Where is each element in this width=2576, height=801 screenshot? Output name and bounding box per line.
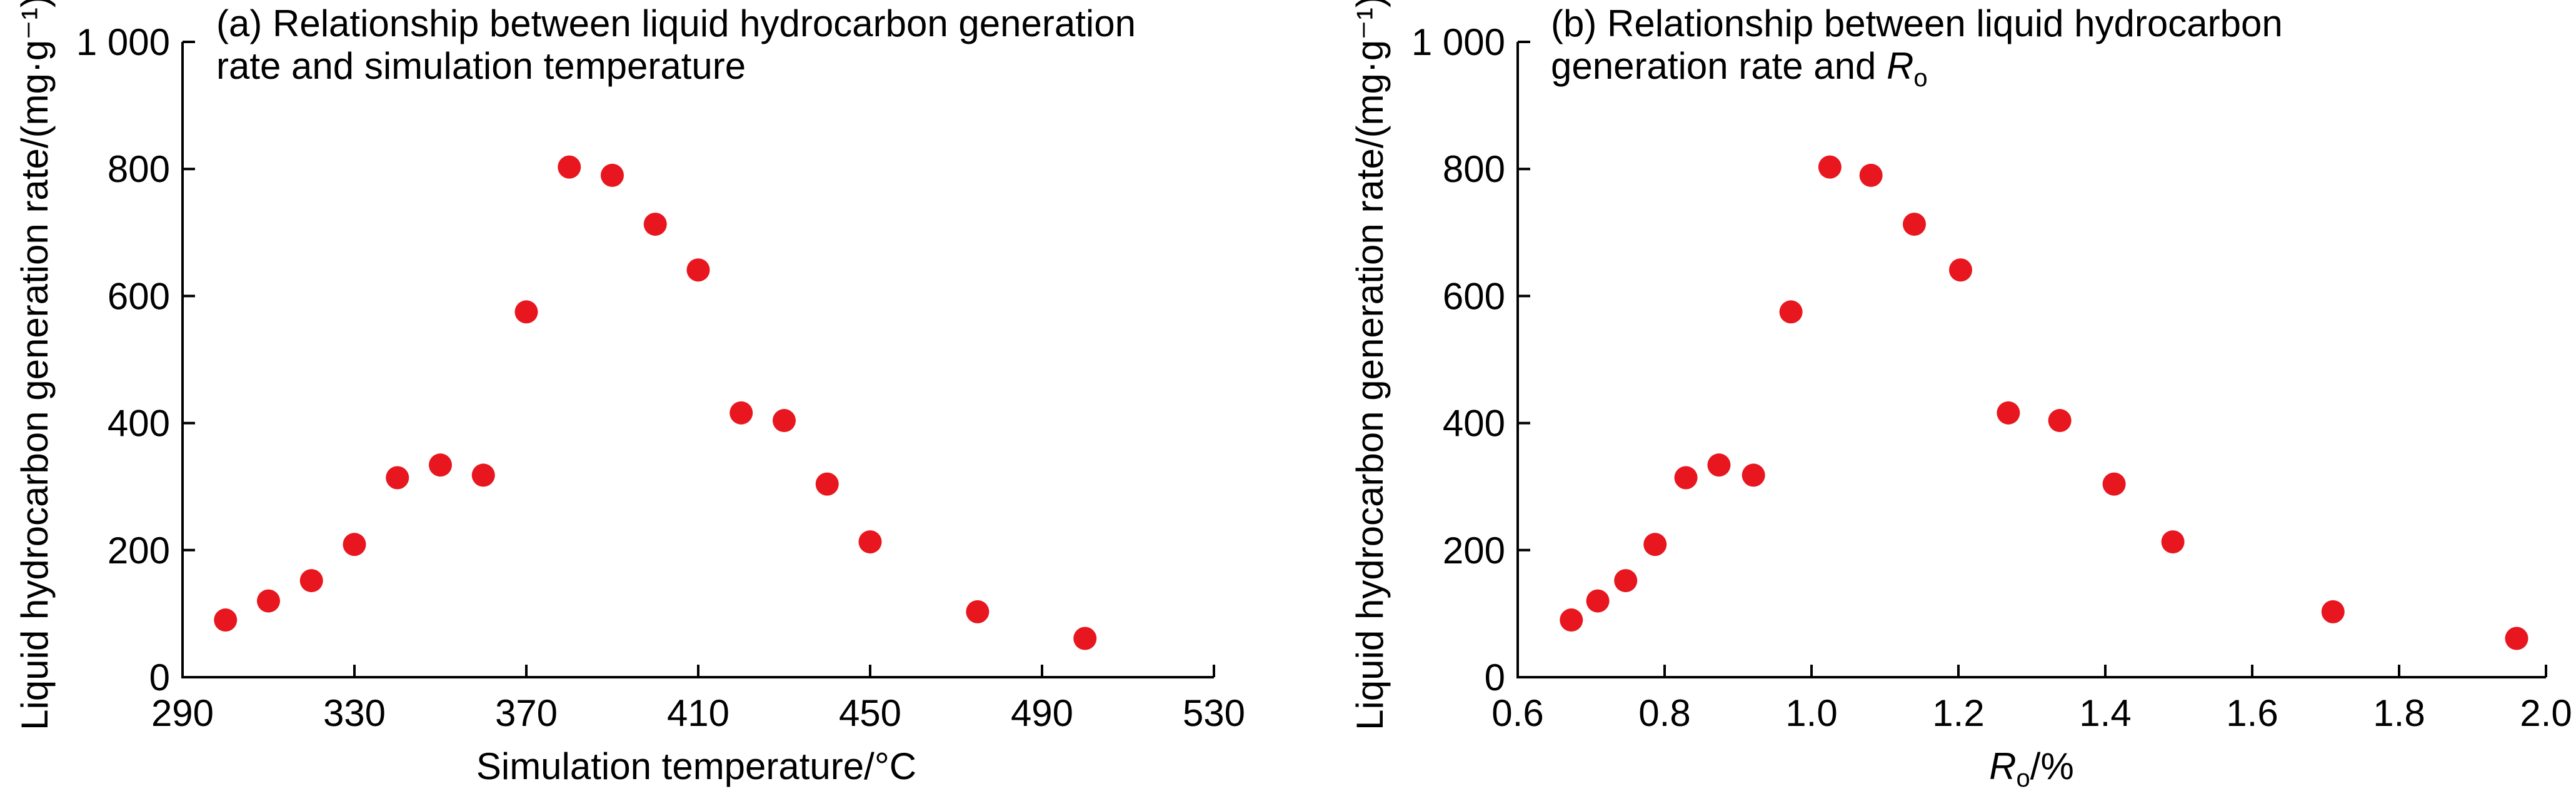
panel-a-x-tick-label: 410 [667, 692, 729, 734]
panel-b-data-point [2505, 627, 2528, 650]
panel-b-data-point [2161, 530, 2185, 554]
panel-a-y-tick-label: 0 [149, 657, 170, 698]
panel-b-data-point [1903, 213, 1926, 236]
panel-a-title-line-2: rate and simulation temperature [216, 45, 746, 87]
panel-b-x-tick-label: 1.8 [2373, 692, 2425, 734]
panel-b-data-point [1643, 533, 1667, 557]
panel-a-data-point [729, 401, 753, 425]
panel-a-y-tick-label: 800 [108, 148, 170, 190]
panel-b-y-tick-label: 800 [1443, 148, 1505, 190]
panel-a-y-tick-label: 1 000 [76, 21, 170, 63]
panel-b-data-point [1997, 401, 2020, 425]
panel-b-x-tick-label: 1.6 [2226, 692, 2278, 734]
panel-b-x-axis-title: Ro/% [1989, 745, 2074, 792]
panel-a-data-point [386, 466, 409, 490]
panel-b-y-tick-label: 600 [1443, 275, 1505, 317]
panel-a-data-point [966, 600, 990, 623]
panel-b-title-line-1: (b) Relationship between liquid hydrocar… [1551, 3, 2283, 44]
panel-a-y-tick-label: 400 [108, 403, 170, 445]
panel-b-x-tick-label: 1.2 [1932, 692, 1984, 734]
panel-b-data-point [1859, 163, 1883, 187]
panel-a-axes: 0 200 400 600 800 1 000 290 330 370 410 450 490 530 [76, 21, 1245, 734]
panel-b-data-point [1742, 463, 1765, 487]
panel-b-y-axis-title: Liquid hydrocarbon generation rate/(mg·g… [1349, 0, 1391, 730]
panel-b-x-axis-ro-subscript: o [2017, 765, 2030, 792]
panel-b-data-point [2048, 409, 2072, 433]
panel-a-data-point [858, 530, 882, 554]
panel-b-data-point [1614, 569, 1638, 593]
panel-a-data-point [429, 453, 452, 477]
panel-b-data-point [1586, 589, 1610, 613]
panel-a-data-point [815, 472, 839, 496]
panel-b-y-tick-label: 400 [1443, 403, 1505, 445]
panel-a-data-point [299, 569, 323, 593]
panel-a-x-tick-label: 290 [151, 692, 214, 734]
panel-b-axes: 0 200 400 600 800 1 000 0.6 0.8 1.0 1.2 1.4 1.6 1.8 2… [1411, 21, 2572, 734]
panel-a-data-point [558, 155, 581, 179]
panel-b-x-tick-label: 1.0 [1785, 692, 1837, 734]
panel-b-data-point [2102, 472, 2126, 496]
panel-a-data-point [257, 589, 280, 613]
panel-a-data-point [214, 608, 238, 632]
panel-a-x-axis-title: Simulation temperature/°C [476, 745, 916, 787]
panel-b-axis-lines [1516, 42, 2546, 678]
panel-a-x-tick-label: 490 [1011, 692, 1073, 734]
panel-a-x-tick-label: 530 [1183, 692, 1245, 734]
panel-a-y-axis-title: Liquid hydrocarbon generation rate/(mg·g… [14, 0, 56, 730]
panel-a-y-tick-label: 600 [108, 275, 170, 317]
panel-b-data-point [1949, 258, 1973, 282]
panel-b: (b) Relationship between liquid hydrocar… [1349, 0, 2572, 792]
panel-a: (a) Relationship between liquid hydrocar… [14, 0, 1245, 787]
panel-a-x-tick-label: 370 [495, 692, 558, 734]
panel-a-title-line-1: (a) Relationship between liquid hydrocar… [216, 3, 1136, 44]
panel-a-y-tick-label: 200 [108, 530, 170, 572]
panel-a-data-point [601, 163, 624, 187]
panel-a-x-tick-label: 330 [323, 692, 386, 734]
panel-a-data-point [1073, 627, 1097, 650]
panel-b-data-point [1818, 155, 1842, 179]
panel-a-data-point [343, 533, 366, 557]
panel-a-axis-lines [181, 42, 1214, 678]
panel-b-data-point [1779, 300, 1803, 324]
panel-a-x-tick-label: 450 [839, 692, 901, 734]
panel-b-title-line-2: generation rate and Ro [1551, 45, 1928, 92]
panel-a-points [214, 155, 1097, 650]
panel-b-x-axis-ro-symbol: R [1989, 745, 2016, 787]
panel-a-data-point [471, 463, 495, 487]
panel-a-data-point [686, 258, 710, 282]
panel-b-y-tick-label: 0 [1485, 657, 1505, 698]
panel-b-title-ro-subscript: o [1913, 64, 1927, 92]
panel-b-data-point [2321, 600, 2345, 623]
panel-b-y-tick-label: 1 000 [1411, 21, 1505, 63]
panel-b-x-tick-label: 1.4 [2079, 692, 2131, 734]
panel-a-data-point [514, 300, 538, 324]
panel-b-title-ro-symbol: R [1887, 45, 1913, 87]
panel-b-title-line-2-text: generation rate and [1551, 45, 1887, 87]
panel-b-x-tick-label: 2.0 [2520, 692, 2572, 734]
panel-b-y-tick-label: 200 [1443, 530, 1505, 572]
panel-a-data-point [643, 213, 667, 236]
panel-b-data-point [1674, 466, 1698, 490]
panel-b-data-point [1560, 608, 1583, 632]
panel-b-x-tick-label: 0.6 [1491, 692, 1543, 734]
panel-b-points [1560, 155, 2528, 650]
panel-a-data-point [773, 409, 796, 433]
panel-b-data-point [1707, 453, 1731, 477]
panel-b-x-tick-label: 0.8 [1638, 692, 1690, 734]
panel-b-x-axis-unit: /% [2030, 745, 2074, 787]
